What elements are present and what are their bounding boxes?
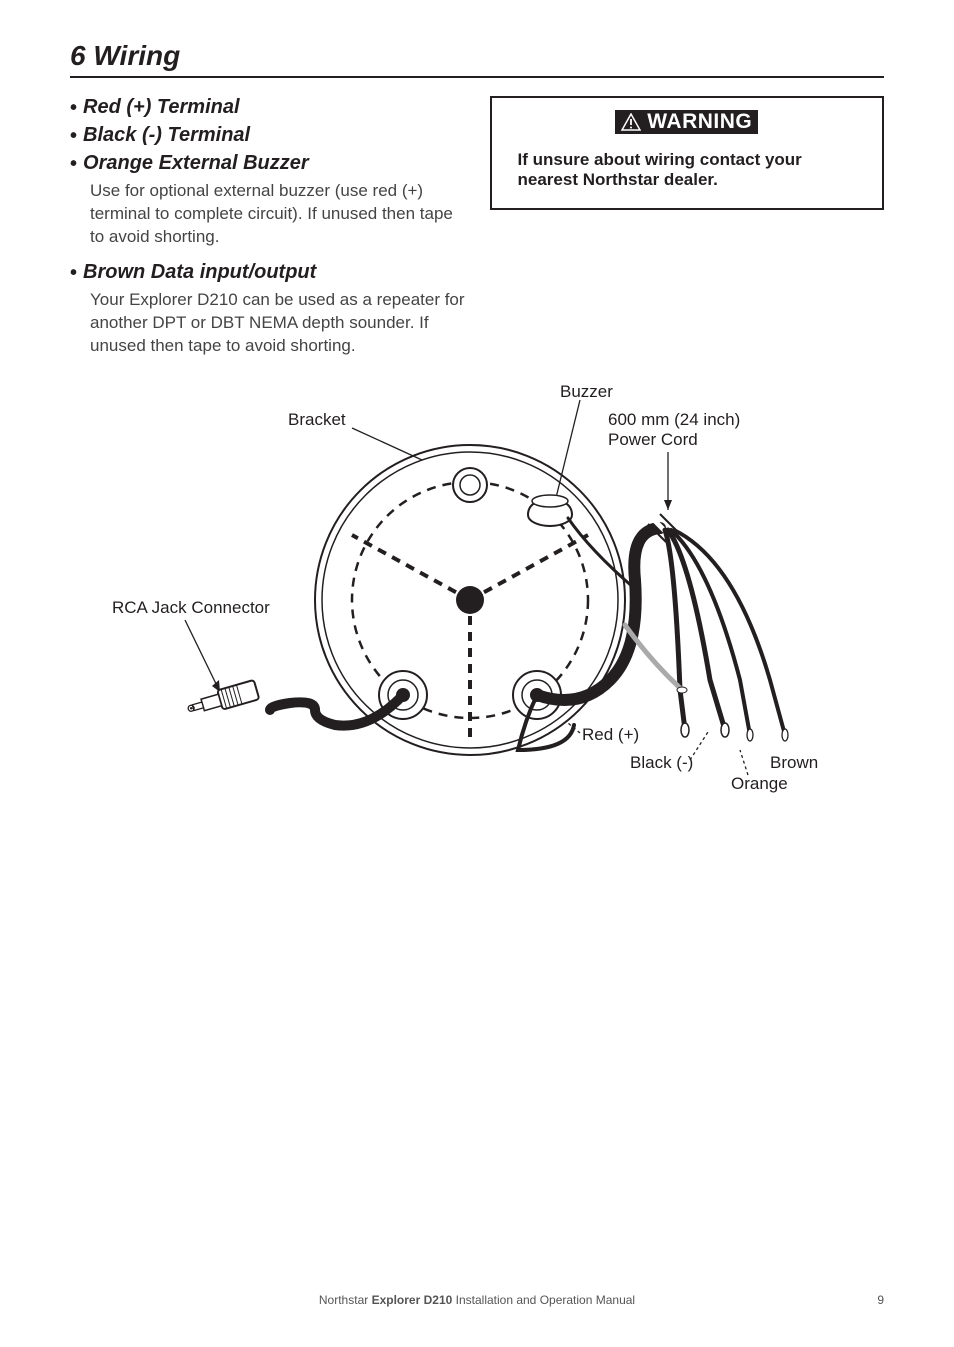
diagram-svg — [70, 380, 884, 810]
warning-text: If unsure about wiring contact your near… — [512, 150, 863, 190]
bullet-red-head: Red (+) Terminal — [83, 96, 240, 120]
warning-box: WARNING If unsure about wiring contact y… — [490, 96, 885, 210]
bullet-dot: • — [70, 124, 77, 148]
warning-triangle-icon — [621, 113, 641, 131]
footer-text: Northstar Explorer D210 Installation and… — [0, 1293, 954, 1307]
bullet-brown-head: Brown Data input/output — [83, 261, 316, 285]
bullet-black-head: Black (-) Terminal — [83, 124, 250, 148]
bullet-dot: • — [70, 152, 77, 176]
bullet-brown-body: Your Explorer D210 can be used as a repe… — [90, 289, 470, 358]
bullet-orange-body: Use for optional external buzzer (use re… — [90, 180, 470, 249]
wiring-diagram: Bracket Buzzer 600 mm (24 inch) Power Co… — [70, 380, 884, 810]
bullets-column: • Red (+) Terminal • Black (-) Terminal … — [70, 96, 470, 370]
warning-badge: WARNING — [512, 110, 863, 134]
warning-label: WARNING — [647, 110, 752, 134]
bullet-dot: • — [70, 261, 77, 285]
page-number: 9 — [877, 1293, 884, 1307]
bullet-dot: • — [70, 96, 77, 120]
bullet-orange-head: Orange External Buzzer — [83, 152, 309, 176]
section-title: 6 Wiring — [70, 40, 884, 78]
